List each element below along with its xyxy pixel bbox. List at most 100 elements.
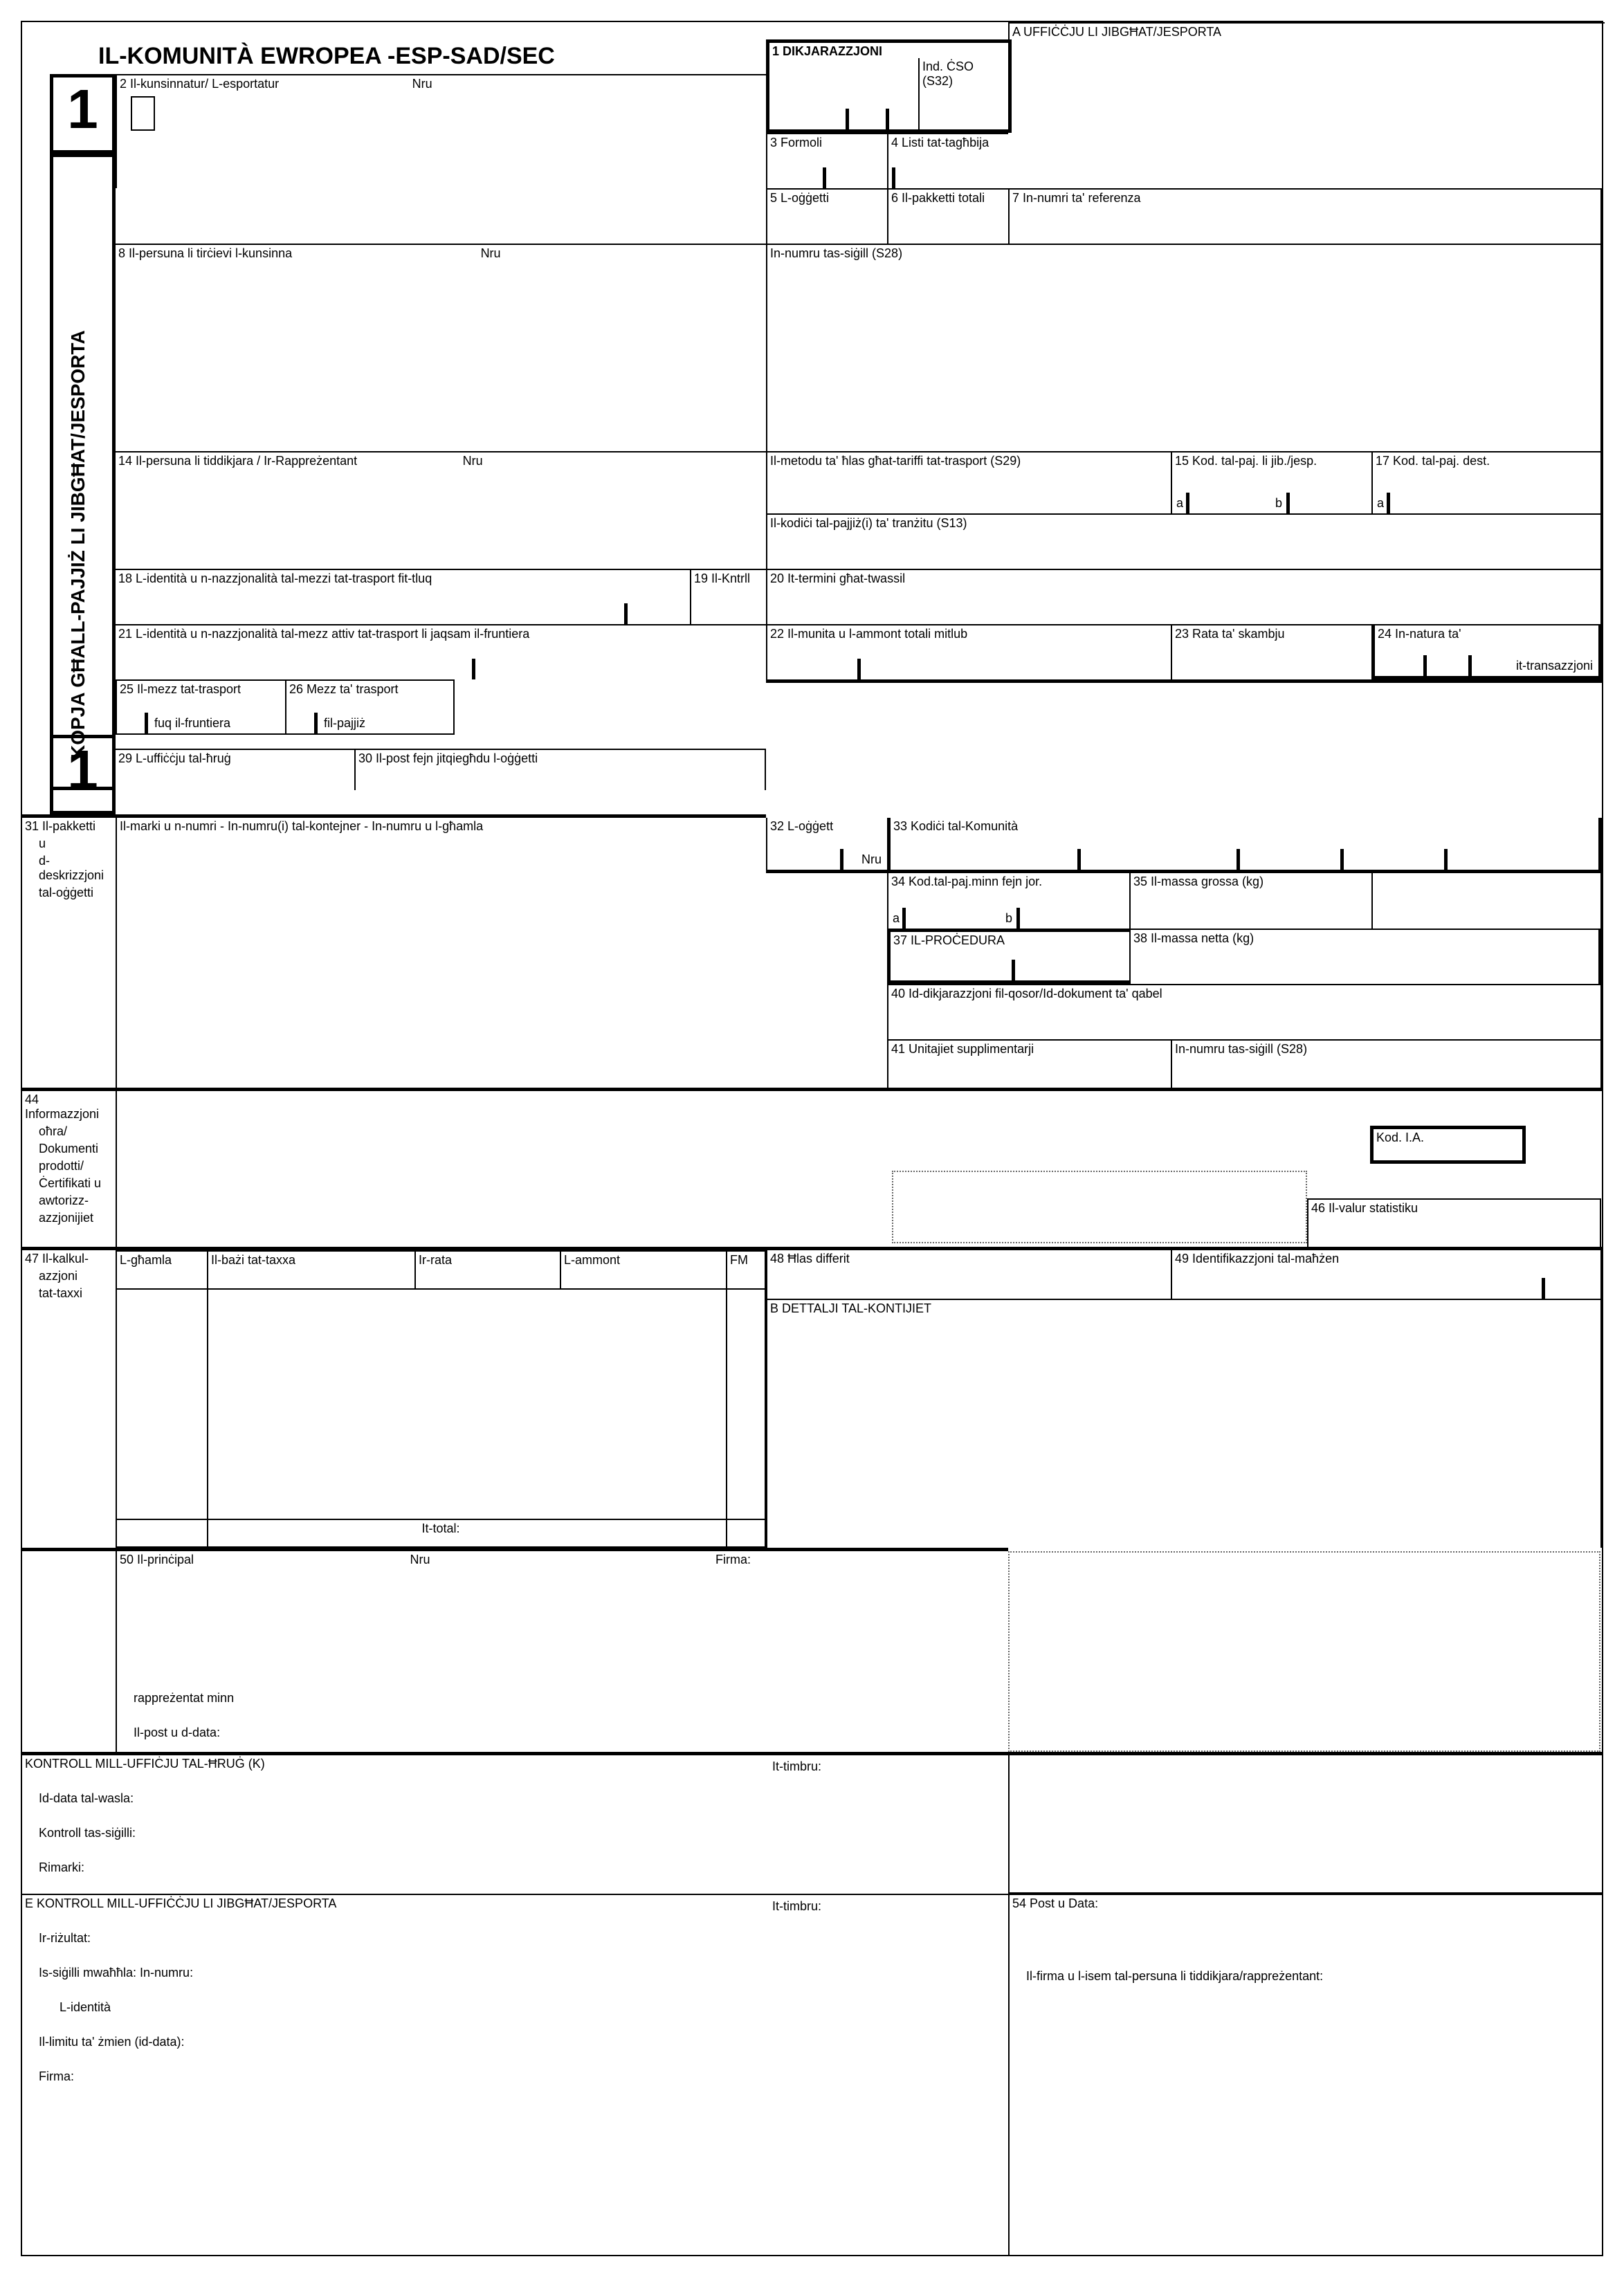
label-a: A UFFIĊĊJU LI JIBGĦAT/JESPORTA bbox=[1010, 24, 1605, 41]
box-s29: Il-metodu ta' ħlas għat-tariffi tat-tras… bbox=[766, 451, 1171, 513]
box-41: 41 Unitajiet supplimentarji bbox=[887, 1039, 1171, 1088]
label-50: 50 Il-prinċipal bbox=[117, 1551, 197, 1569]
label-33: 33 Kodiċi tal-Komunità bbox=[891, 818, 1598, 835]
box-22: 22 Il-munita u l-ammont totali mitlub bbox=[766, 624, 1171, 679]
label-31b: u bbox=[22, 835, 116, 852]
box-35b bbox=[1371, 873, 1602, 929]
side-label: KOPJA GĦALL-PAJJIŻ LI JIBGĦAT/JESPORTA bbox=[67, 192, 89, 759]
page-title: IL-KOMUNITÀ EWROPEA -ESP-SAD/SEC bbox=[98, 43, 555, 70]
label-5: 5 L-oġġetti bbox=[767, 190, 887, 207]
label-48: 48 Ħlas differit bbox=[767, 1250, 1171, 1268]
box-30: 30 Il-post fejn jitqiegħdu l-oġġetti bbox=[354, 749, 766, 790]
label-17a: a bbox=[1374, 495, 1387, 512]
label-49: 49 Identifikazzjoni tal-maħżen bbox=[1172, 1250, 1600, 1268]
label-17: 17 Kod. tal-paj. dest. bbox=[1373, 452, 1600, 470]
label-44: 44 Informazzjoni bbox=[22, 1091, 116, 1123]
label-20: 20 It-termini għat-twassil bbox=[767, 570, 1600, 587]
box-29: 29 L-uffiċċju tal-ħruġ bbox=[116, 749, 354, 790]
form-page: IL-KOMUNITÀ EWROPEA -ESP-SAD/SEC A UFFIĊ… bbox=[21, 21, 1603, 2256]
label-46: 46 Il-valur statistiku bbox=[1308, 1200, 1600, 1217]
tax-table: L-għamla Il-bażi tat-taxxa Ir-rata L-amm… bbox=[116, 1250, 766, 1548]
box-54: 54 Post u Data: Il-firma u l-isem tal-pe… bbox=[1008, 1894, 1602, 2256]
label-24b: it-transazzjoni bbox=[1513, 657, 1596, 675]
label-41-s28: In-numru tas-siġill (S28) bbox=[1172, 1041, 1600, 1058]
label-34: 34 Kod.tal-paj.minn fejn jor. bbox=[888, 873, 1129, 890]
box-k-right bbox=[1008, 1755, 1602, 1894]
label-37: 37 IL-PROĊEDURA bbox=[891, 932, 1129, 949]
box-32: 32 L-oġġett Nru bbox=[766, 818, 887, 873]
box-31-side: 31 Il-pakketti u d-deskrizzjoni tal-oġġe… bbox=[22, 818, 116, 984]
box-8: 8 Il-persuna li tirċievi l-kunsinna Nru bbox=[116, 244, 766, 451]
label-31: 31 Il-pakketti bbox=[22, 818, 116, 835]
label-total: It-total: bbox=[117, 1520, 765, 1537]
box-23: 23 Rata ta' skambju bbox=[1171, 624, 1371, 679]
box-33: 33 Kodiċi tal-Komunità bbox=[887, 818, 1602, 873]
box-40: 40 Id-dikjarazzjoni fil-qosor/Id-dokumen… bbox=[887, 984, 1602, 1039]
label-26: 26 Mezz ta' trasport bbox=[286, 681, 453, 698]
label-14-nru: Nru bbox=[460, 452, 486, 470]
label-e: E KONTROLL MILL-UFFIĊĊJU LI JIBGĦAT/JESP… bbox=[22, 1895, 1008, 1912]
label-18: 18 L-identità u n-nazzjonalità tal-mezzi… bbox=[116, 570, 690, 587]
label-1-ind: Ind. ĊSO (S32) bbox=[920, 58, 1010, 90]
box-37: 37 IL-PROĊEDURA bbox=[887, 929, 1129, 984]
label-25: 25 Il-mezz tat-trasport bbox=[117, 681, 285, 698]
box-s13: Il-kodiċi tal-pajjiż(i) ta' tranżitu (S1… bbox=[766, 513, 1602, 569]
label-54: 54 Post u Data: bbox=[1010, 1895, 1602, 1912]
label-29: 29 L-uffiċċju tal-ħruġ bbox=[116, 750, 354, 767]
box-49: 49 Identifikazzjoni tal-maħżen bbox=[1171, 1250, 1602, 1299]
label-24: 24 In-natura ta' bbox=[1375, 625, 1598, 643]
label-38: 38 Il-massa netta (kg) bbox=[1131, 930, 1598, 947]
label-31-marks: Il-marki u n-numri - In-numru(i) tal-kon… bbox=[117, 818, 766, 835]
label-22: 22 Il-munita u l-ammont totali mitlub bbox=[767, 625, 1171, 643]
box-2: 2 Il-kunsinnatur/ L-esportatur Nru bbox=[116, 74, 766, 188]
label-31d: tal-oġġetti bbox=[22, 884, 116, 902]
label-6: 6 Il-pakketti totali bbox=[888, 190, 1008, 207]
label-32-nru: Nru bbox=[859, 851, 884, 868]
dotted-right bbox=[1008, 1551, 1600, 1752]
copy-number-1b: 1 bbox=[50, 735, 116, 814]
dotted-box bbox=[892, 1171, 1307, 1243]
label-26b: fil-pajjiż bbox=[321, 715, 368, 732]
box-2-checkbox[interactable] bbox=[131, 96, 155, 131]
label-47: 47 Il-kalkul- bbox=[22, 1250, 116, 1268]
label-35: 35 Il-massa grossa (kg) bbox=[1131, 873, 1371, 890]
label-8: 8 Il-persuna li tirċievi l-kunsinna bbox=[116, 245, 295, 262]
label-30: 30 Il-post fejn jitqiegħdu l-oġġetti bbox=[356, 750, 765, 767]
box-1: 1 DIKJARAZZJONI Ind. ĊSO (S32) bbox=[766, 39, 1012, 133]
box-17: 17 Kod. tal-paj. dest. a bbox=[1371, 451, 1602, 513]
label-s29: Il-metodu ta' ħlas għat-tariffi tat-tras… bbox=[767, 452, 1171, 470]
label-19: 19 Il-Kntrll bbox=[691, 570, 766, 587]
box-5: 5 L-oġġetti bbox=[766, 188, 887, 244]
box-26: 26 Mezz ta' trasport fil-pajjiż bbox=[285, 679, 455, 735]
box-15: 15 Kod. tal-paj. li jib./jesp. a b bbox=[1171, 451, 1371, 513]
box-e: E KONTROLL MILL-UFFIĊĊJU LI JIBGĦAT/JESP… bbox=[22, 1894, 1008, 2256]
label-31c: d-deskrizzjoni bbox=[22, 852, 116, 884]
label-4: 4 Listi tat-tagħbija bbox=[888, 134, 1008, 152]
box-47-side: 47 Il-kalkul- azzjoni tat-taxxi bbox=[22, 1250, 116, 1302]
box-25: 25 Il-mezz tat-trasport fuq il-fruntiera bbox=[116, 679, 285, 735]
label-2-nru: Nru bbox=[410, 75, 435, 93]
box-7: 7 In-numri ta' referenza bbox=[1008, 188, 1602, 244]
box-3: 3 Formoli bbox=[766, 133, 887, 188]
box-46: 46 Il-valur statistiku bbox=[1307, 1198, 1601, 1247]
label-s13: Il-kodiċi tal-pajjiż(i) ta' tranżitu (S1… bbox=[767, 515, 1600, 532]
box-6: 6 Il-pakketti totali bbox=[887, 188, 1008, 244]
box-35: 35 Il-massa grossa (kg) bbox=[1129, 873, 1371, 929]
label-3: 3 Formoli bbox=[767, 134, 887, 152]
label-kod-ia: Kod. I.A. bbox=[1374, 1129, 1522, 1146]
box-4: 4 Listi tat-tagħbija bbox=[887, 133, 1008, 188]
box-14: 14 Il-persuna li tiddikjara / Ir-Rappreż… bbox=[116, 451, 766, 569]
box-21: 21 L-identità u n-nazzjonalità tal-mezz … bbox=[116, 624, 766, 679]
label-15: 15 Kod. tal-paj. li jib./jesp. bbox=[1172, 452, 1371, 470]
label-23: 23 Rata ta' skambju bbox=[1172, 625, 1371, 643]
label-7: 7 In-numri ta' referenza bbox=[1010, 190, 1600, 207]
box-41-s28: In-numru tas-siġill (S28) bbox=[1171, 1039, 1602, 1088]
box-31-main: Il-marki u n-numri - In-numru(i) tal-kon… bbox=[116, 818, 766, 1088]
box-a: A UFFIĊĊJU LI JIBGĦAT/JESPORTA bbox=[1008, 22, 1605, 74]
box-48: 48 Ħlas differit bbox=[766, 1250, 1171, 1299]
label-2: 2 Il-kunsinnatur/ L-esportatur bbox=[117, 75, 282, 93]
copy-number-1: 1 bbox=[50, 74, 116, 154]
box-24: 24 In-natura ta' it-transazzjoni bbox=[1371, 624, 1602, 679]
label-15a: a bbox=[1174, 495, 1186, 512]
label-8-nru: Nru bbox=[478, 245, 504, 262]
